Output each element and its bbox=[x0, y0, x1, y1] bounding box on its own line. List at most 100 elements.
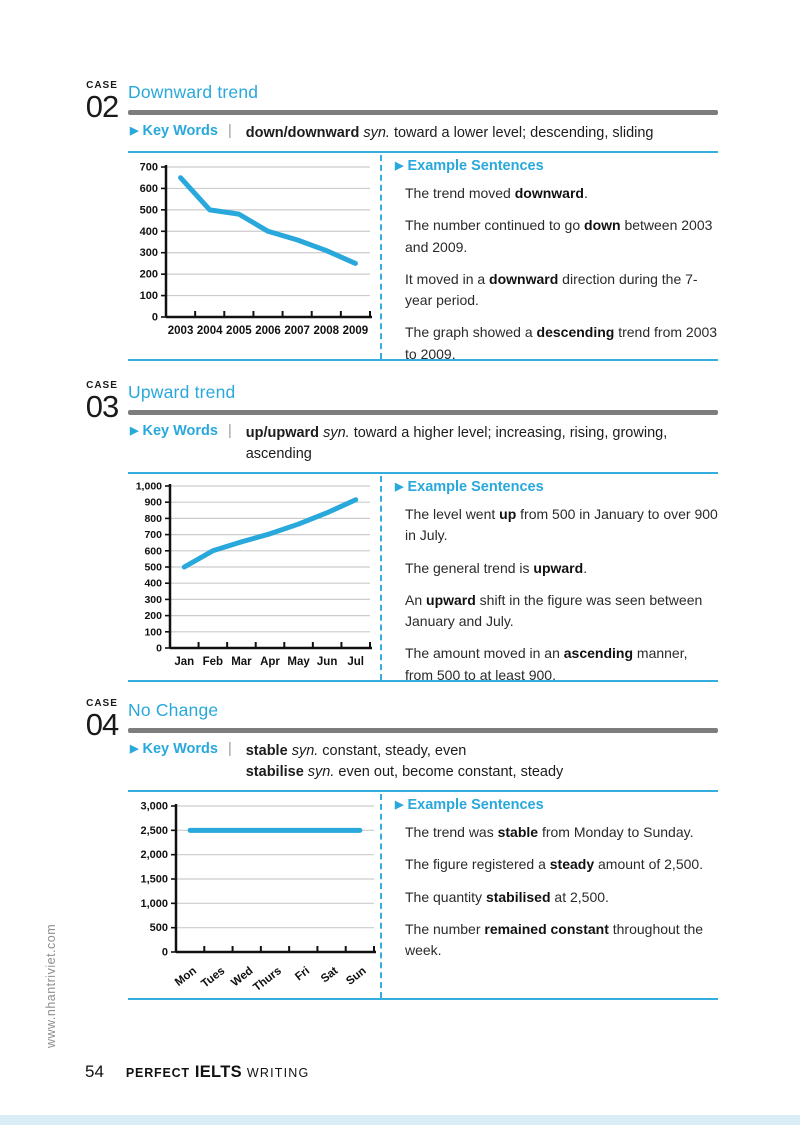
svg-text:700: 700 bbox=[140, 162, 158, 174]
svg-text:2006: 2006 bbox=[255, 325, 281, 337]
svg-text:Jul: Jul bbox=[347, 656, 364, 668]
triangle-bullet-icon: ▶ bbox=[130, 125, 139, 137]
page-bottom-bar bbox=[0, 1115, 800, 1125]
keywords-row: ▶ Key Words | stable syn. constant, stead… bbox=[130, 741, 718, 783]
svg-text:900: 900 bbox=[144, 497, 162, 509]
section-title: Downward trend bbox=[128, 82, 259, 102]
triangle-bullet-icon: ▶ bbox=[395, 799, 404, 812]
section-upward-trend: CASE 03 Upward trend ▶ Key Words | up/upw… bbox=[0, 380, 800, 683]
case-number: 02 bbox=[85, 89, 119, 124]
examples-header: ▶ Example Sentences bbox=[395, 158, 544, 175]
example-sentence: The figure registered a steady amount of… bbox=[405, 856, 704, 873]
svg-text:2007: 2007 bbox=[284, 325, 310, 337]
case-number: 03 bbox=[85, 389, 119, 424]
svg-text:1,000: 1,000 bbox=[136, 481, 162, 493]
svg-text:800: 800 bbox=[144, 513, 162, 525]
keywords-line: down/downward syn. toward a lower level;… bbox=[245, 125, 654, 141]
svg-text:Thurs: Thurs bbox=[251, 965, 284, 994]
example-sentence: The amount moved in an ascending manner,… bbox=[405, 645, 688, 683]
svg-text:0: 0 bbox=[152, 312, 158, 324]
svg-text:3,000: 3,000 bbox=[140, 801, 168, 813]
example-sentence: The graph showed a descending trend from… bbox=[405, 324, 718, 362]
example-sentence: The level went up from 500 in January to… bbox=[405, 506, 718, 544]
keywords-text: stable syn. constant, steady, even stabi… bbox=[246, 741, 564, 783]
case-number: 04 bbox=[85, 707, 119, 742]
chart-column: 0 500 1,000 1,500 2,000 2,500 3,000 Mon Tues Wed T… bbox=[128, 794, 380, 998]
svg-text:2008: 2008 bbox=[313, 325, 339, 337]
svg-text:600: 600 bbox=[144, 545, 162, 557]
keywords-text: up/upward syn. toward a higher level; in… bbox=[246, 423, 668, 465]
keywords-line: stable syn. constant, steady, even bbox=[245, 743, 467, 759]
cyan-rule bbox=[128, 790, 718, 793]
svg-text:Jun: Jun bbox=[317, 656, 337, 668]
svg-text:500: 500 bbox=[150, 922, 168, 934]
svg-text:Apr: Apr bbox=[260, 656, 280, 668]
example-sentence: It moved in a downward direction during … bbox=[405, 270, 698, 309]
keywords-pipe-divider: | bbox=[227, 741, 232, 757]
svg-text:Jan: Jan bbox=[174, 656, 194, 668]
examples-column: ▶ Example Sentences The level went up fro… bbox=[380, 476, 718, 683]
publisher-url-vertical: www.nhantriviet.com bbox=[44, 923, 58, 1048]
svg-text:200: 200 bbox=[144, 610, 162, 622]
svg-text:300: 300 bbox=[144, 594, 162, 606]
examples-header: ▶ Example Sentences bbox=[395, 479, 544, 496]
example-sentence: The general trend is upward. bbox=[405, 559, 588, 576]
keywords-pipe-divider: | bbox=[227, 123, 232, 139]
cyan-rule bbox=[128, 680, 718, 683]
svg-text:100: 100 bbox=[144, 626, 162, 638]
svg-text:1,500: 1,500 bbox=[140, 874, 168, 886]
section-body: 0 500 1,000 1,500 2,000 2,500 3,000 Mon Tues Wed T… bbox=[128, 794, 718, 999]
book-title-ielts: IELTS bbox=[194, 1063, 242, 1081]
section-no-change: CASE 04 No Change ▶ Key Words | stable sy… bbox=[0, 698, 800, 1001]
section-title: Upward trend bbox=[128, 382, 236, 402]
svg-text:2,000: 2,000 bbox=[140, 849, 168, 861]
svg-text:2,500: 2,500 bbox=[140, 825, 168, 837]
section-title: No Change bbox=[128, 700, 219, 720]
keywords-label: ▶ Key Words bbox=[130, 123, 218, 139]
case-badge: CASE 03 bbox=[80, 380, 124, 422]
page-number: 54 bbox=[85, 1062, 104, 1081]
svg-text:300: 300 bbox=[140, 247, 158, 259]
examples-header: ▶ Example Sentences bbox=[395, 797, 544, 814]
svg-text:400: 400 bbox=[140, 226, 158, 238]
triangle-bullet-icon: ▶ bbox=[130, 743, 139, 755]
svg-text:500: 500 bbox=[144, 562, 162, 574]
example-sentence: An upward shift in the figure was seen b… bbox=[405, 591, 703, 630]
svg-text:Feb: Feb bbox=[203, 656, 223, 668]
cyan-rule bbox=[128, 359, 718, 362]
examples-column: ▶ Example Sentences The trend moved downw… bbox=[380, 155, 718, 362]
book-title-writing: WRITING bbox=[246, 1066, 310, 1080]
svg-text:2009: 2009 bbox=[343, 325, 369, 337]
triangle-bullet-icon: ▶ bbox=[395, 160, 404, 173]
svg-text:0: 0 bbox=[156, 643, 162, 655]
svg-text:500: 500 bbox=[140, 204, 158, 216]
page-footer: 54 PERFECT IELTS WRITING bbox=[85, 1062, 309, 1082]
svg-text:Sun: Sun bbox=[344, 965, 369, 988]
keywords-pipe-divider: | bbox=[227, 423, 232, 439]
example-sentence: The trend moved downward. bbox=[405, 185, 588, 202]
svg-text:200: 200 bbox=[140, 269, 158, 281]
triangle-bullet-icon: ▶ bbox=[130, 425, 139, 437]
book-title-perfect: PERFECT bbox=[125, 1066, 190, 1080]
example-sentence: The trend was stable from Monday to Sund… bbox=[405, 824, 694, 841]
cyan-rule bbox=[128, 151, 718, 154]
section-divider-bar bbox=[128, 110, 718, 115]
svg-text:Mon: Mon bbox=[173, 965, 199, 989]
svg-text:Mar: Mar bbox=[231, 656, 252, 668]
example-sentence: The number continued to go down between … bbox=[405, 217, 713, 255]
example-sentence: The quantity stabilised at 2,500. bbox=[405, 888, 609, 905]
svg-text:600: 600 bbox=[140, 183, 158, 195]
svg-text:Sat: Sat bbox=[319, 965, 341, 986]
keywords-row: ▶ Key Words | up/upward syn. toward a hig… bbox=[130, 423, 718, 465]
svg-text:Tues: Tues bbox=[199, 965, 227, 990]
triangle-bullet-icon: ▶ bbox=[395, 481, 404, 494]
keywords-row: ▶ Key Words | down/downward syn. toward a… bbox=[130, 123, 718, 144]
section-downward-trend: CASE 02 Downward trend ▶ Key Words | down… bbox=[0, 80, 800, 362]
chart-column: 0 100 200 300 400 500 600 700 800 900 1,000 Jan Feb M… bbox=[128, 476, 380, 680]
section-body: 0 100 200 300 400 500 600 700 2003 2004 2005 2006 20… bbox=[128, 155, 718, 362]
example-sentence: The number remained constant throughout … bbox=[405, 920, 704, 959]
keywords-line: ascending bbox=[245, 446, 312, 463]
case-word: CASE bbox=[86, 380, 118, 391]
